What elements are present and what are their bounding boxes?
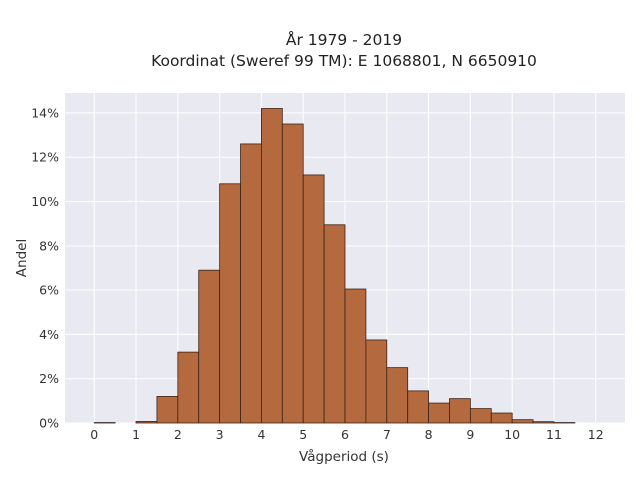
histogram-bar bbox=[407, 390, 429, 424]
histogram-bar bbox=[344, 288, 367, 424]
x-tick-label: 4 bbox=[257, 427, 265, 442]
x-tick-label: 12 bbox=[588, 427, 604, 442]
histogram-bar bbox=[219, 183, 241, 424]
x-tick-label: 1 bbox=[132, 427, 140, 442]
bars-group bbox=[93, 108, 576, 424]
x-tick-label: 2 bbox=[174, 427, 182, 442]
x-tick-label: 7 bbox=[383, 427, 391, 442]
histogram-bar bbox=[240, 143, 262, 424]
x-tick-label: 10 bbox=[504, 427, 520, 442]
y-tick-label: 12% bbox=[31, 150, 59, 165]
histogram-bar bbox=[302, 174, 325, 424]
histogram-bar bbox=[281, 123, 304, 424]
x-tick-label: 11 bbox=[546, 427, 562, 442]
y-tick-label: 6% bbox=[39, 283, 59, 298]
x-tick-label: 0 bbox=[90, 427, 98, 442]
y-axis-label: Andel bbox=[14, 239, 30, 277]
histogram-bar bbox=[135, 421, 158, 424]
histogram-bar bbox=[177, 351, 200, 424]
histogram-bar bbox=[261, 108, 283, 424]
x-tick-label: 8 bbox=[425, 427, 433, 442]
chart-title: År 1979 - 2019 bbox=[286, 30, 402, 49]
histogram-bar bbox=[198, 269, 221, 424]
histogram-bar bbox=[428, 402, 450, 424]
y-tick-label: 10% bbox=[31, 194, 59, 209]
x-axis-label: Vågperiod (s) bbox=[299, 448, 389, 465]
histogram-bar bbox=[449, 398, 471, 424]
y-tick-label: 14% bbox=[31, 105, 59, 120]
y-tick-label: 4% bbox=[39, 327, 59, 342]
histogram-bar bbox=[532, 421, 555, 424]
y-tick-labels: 0% 2% 4% 6% 8% 10% 12% 14% bbox=[31, 105, 59, 430]
histogram-bar bbox=[490, 412, 513, 424]
histogram-bar bbox=[323, 224, 346, 424]
histogram-bar bbox=[386, 367, 409, 424]
x-tick-label: 9 bbox=[466, 427, 474, 442]
histogram-bar bbox=[365, 339, 388, 424]
y-tick-label: 8% bbox=[39, 238, 59, 253]
x-tick-label: 6 bbox=[341, 427, 349, 442]
histogram-bar bbox=[511, 419, 534, 424]
y-tick-label: 0% bbox=[39, 416, 59, 431]
histogram-bar bbox=[469, 408, 492, 424]
chart-subtitle: Koordinat (Sweref 99 TM): E 1068801, N 6… bbox=[151, 52, 537, 70]
x-tick-labels: 0 1 2 3 4 5 6 7 8 9 10 11 12 bbox=[90, 427, 603, 442]
x-tick-label: 3 bbox=[216, 427, 224, 442]
y-tick-label: 2% bbox=[39, 371, 59, 386]
x-tick-label: 5 bbox=[299, 427, 307, 442]
histogram-bar bbox=[156, 396, 179, 424]
